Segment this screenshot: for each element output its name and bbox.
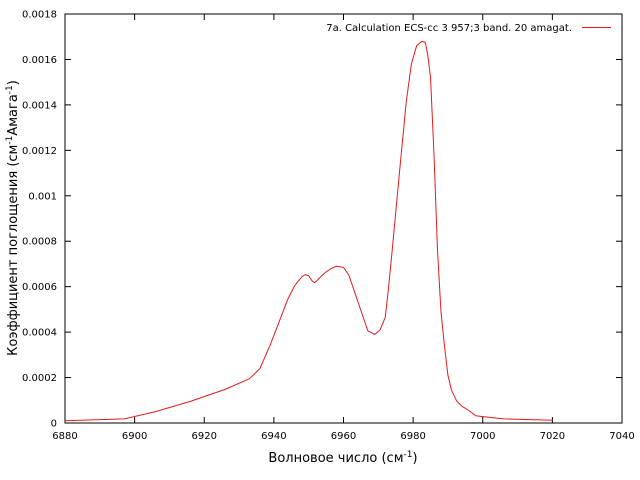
axis-ticks xyxy=(64,13,623,424)
y-tick-label: 0.0012 xyxy=(22,146,57,157)
x-tick-label: 7040 xyxy=(609,431,634,442)
x-tick-label: 6940 xyxy=(261,431,286,442)
x-axis-label: Волновое число (см-1) xyxy=(268,450,417,466)
x-tick-label: 7020 xyxy=(540,431,565,442)
x-tick-label: 6880 xyxy=(52,431,77,442)
y-tick-label: 0.0006 xyxy=(22,282,57,293)
x-tick-label: 6960 xyxy=(331,431,356,442)
legend-label: 7a. Calculation ECS-cc 3 957;3 band. 20 … xyxy=(326,23,572,34)
y-axis-label: Коэффициент поглощения (см-1Амага-1) xyxy=(5,80,21,356)
series-line xyxy=(64,40,553,422)
y-tick-label: 0 xyxy=(51,419,57,430)
series-layer xyxy=(64,40,553,422)
y-tick-label: 0.0008 xyxy=(22,237,57,248)
plot-frame xyxy=(64,13,623,424)
legend: 7a. Calculation ECS-cc 3 957;3 band. 20 … xyxy=(326,23,611,34)
y-tick-label: 0.0002 xyxy=(22,373,57,384)
y-tick-label: 0.0018 xyxy=(22,10,57,21)
x-tick-label: 7000 xyxy=(470,431,495,442)
y-tick-label: 0.0014 xyxy=(22,100,57,111)
y-tick-label: 0.0016 xyxy=(22,55,57,66)
y-tick-label: 0.0004 xyxy=(22,328,57,339)
axis-tick-labels: 6880 6900 6920 6940 6960 6980 7000 7020 7040 0 0.0… xyxy=(22,10,635,443)
x-tick-label: 6900 xyxy=(122,431,147,442)
y-tick-label: 0.001 xyxy=(28,191,57,202)
x-tick-label: 6980 xyxy=(400,431,425,442)
x-tick-label: 6920 xyxy=(192,431,217,442)
